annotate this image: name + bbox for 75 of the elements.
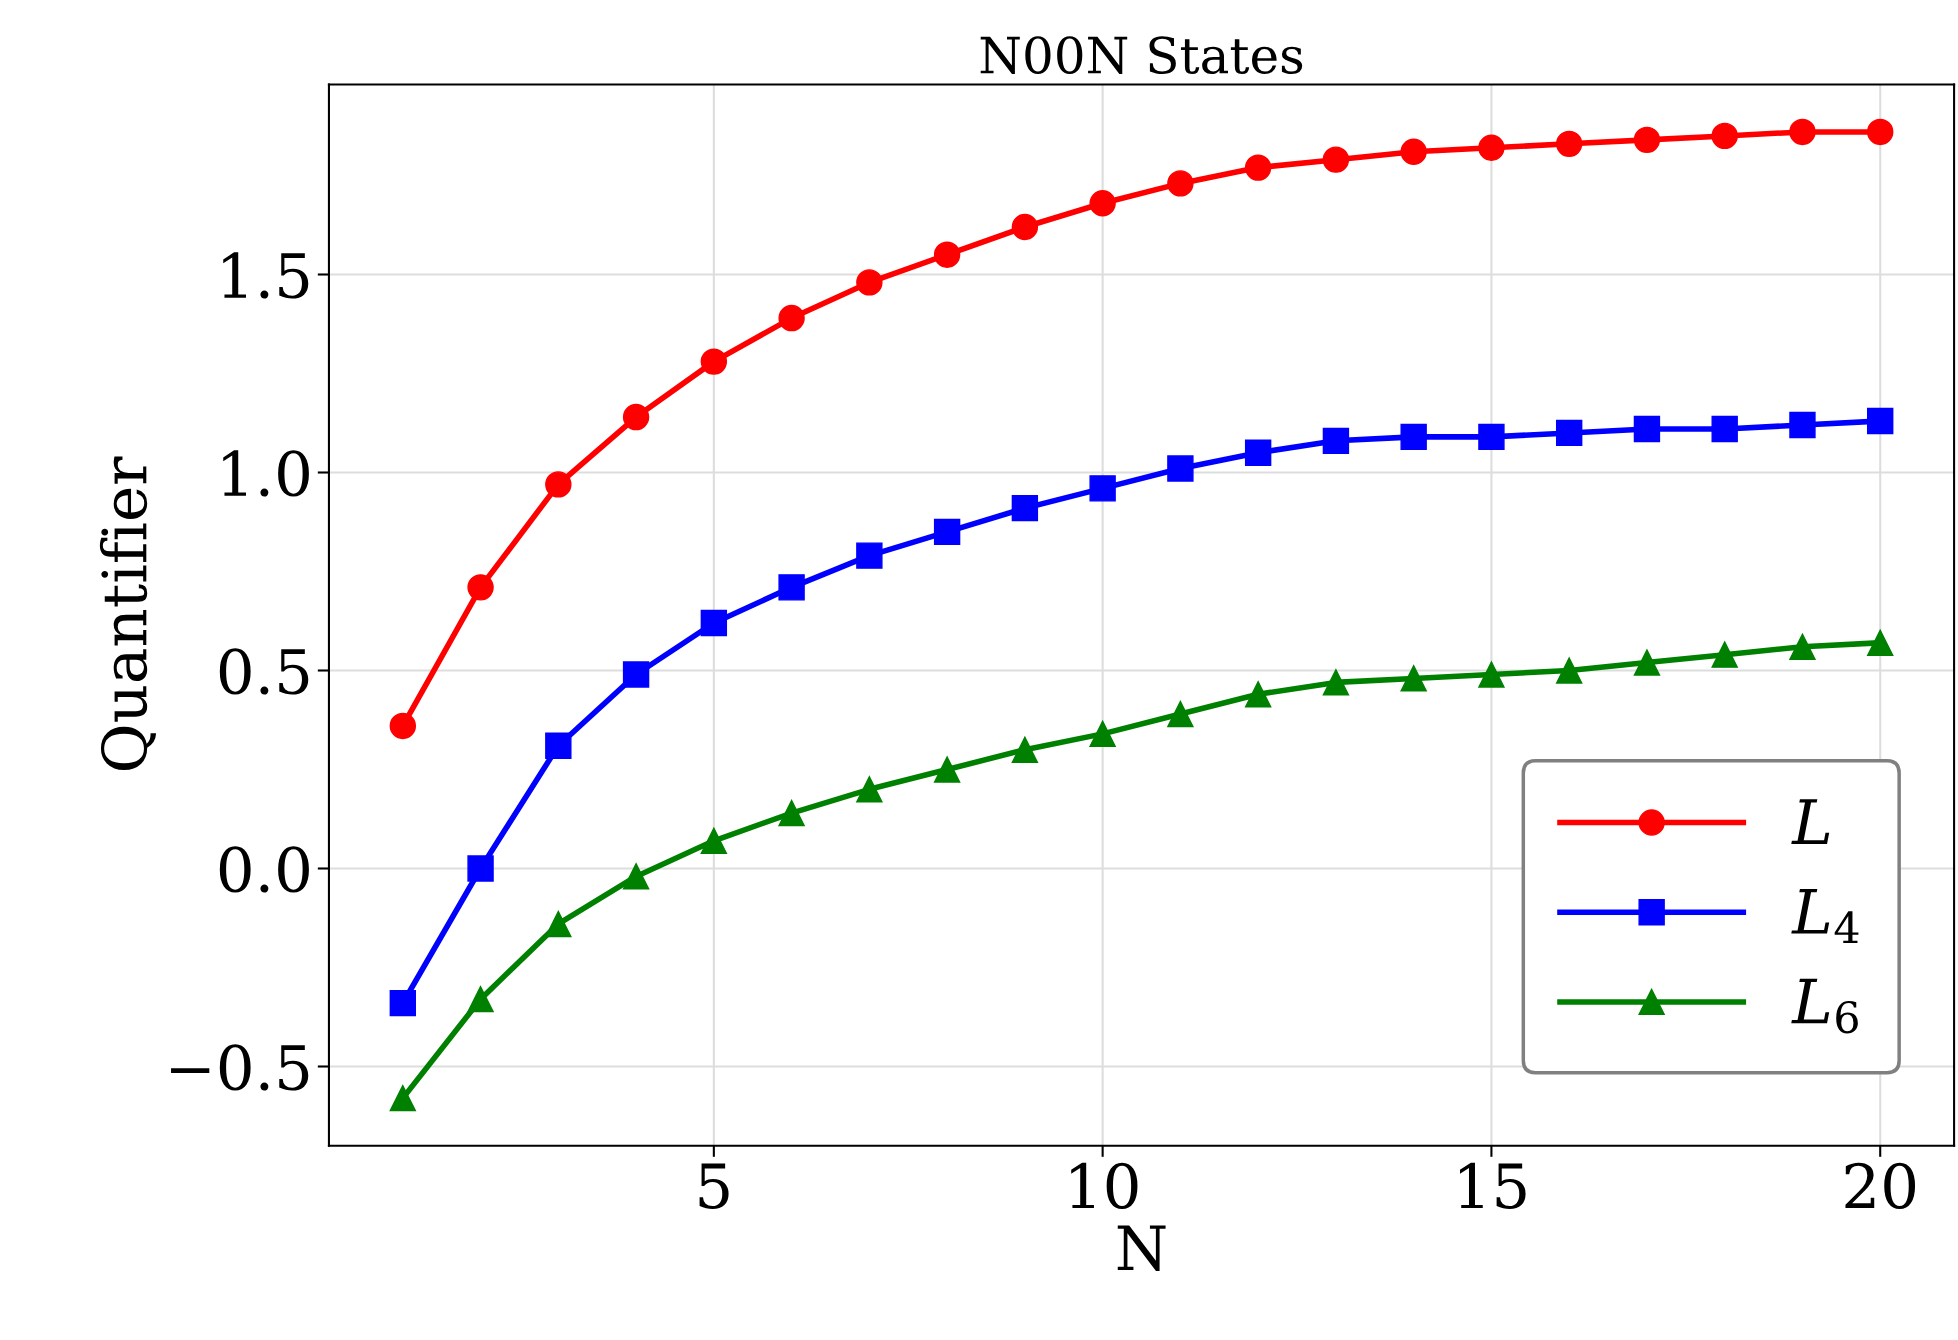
- point: [467, 855, 494, 882]
- point: [1400, 138, 1427, 165]
- point: [778, 304, 805, 332]
- point: [1322, 146, 1350, 173]
- y-axis-title: Quantifier: [99, 456, 157, 771]
- point: [856, 542, 883, 569]
- point: [1089, 475, 1116, 502]
- point: [1167, 455, 1194, 482]
- point: [1478, 661, 1505, 688]
- legend-label: L$_{4}$: [1791, 889, 1859, 944]
- point: [1633, 415, 1661, 443]
- point: [389, 989, 417, 1017]
- x-tick-label: 5: [699, 1163, 729, 1209]
- x-tick-label: 10: [1071, 1162, 1138, 1209]
- y-tick-label: −0.5: [171, 1044, 309, 1091]
- legend-label: L: [1791, 799, 1830, 844]
- point: [933, 756, 961, 783]
- point: [622, 661, 650, 688]
- point: [1633, 649, 1661, 676]
- y-tick-label: 0.5: [219, 648, 309, 695]
- x-tick-label: 20: [1845, 1162, 1916, 1209]
- point: [1555, 657, 1583, 684]
- point: [1011, 494, 1039, 522]
- point: [1478, 134, 1505, 161]
- point: [1711, 415, 1738, 443]
- point: [1555, 130, 1583, 158]
- point: [778, 574, 805, 601]
- x-tick-label: 15: [1460, 1162, 1526, 1209]
- point: [622, 863, 650, 890]
- point: [1167, 170, 1194, 197]
- point: [933, 241, 961, 268]
- point: [1711, 641, 1738, 668]
- x-axis-title: N: [1117, 1225, 1166, 1271]
- point: [1167, 700, 1194, 728]
- point: [389, 1084, 417, 1112]
- point: [933, 518, 961, 546]
- point: [1633, 126, 1661, 154]
- point: [778, 799, 805, 827]
- point: [1711, 122, 1738, 150]
- point: [1089, 720, 1116, 748]
- point: [1867, 118, 1894, 146]
- chart-title: N00N States: [980, 36, 1303, 75]
- point: [1789, 411, 1816, 439]
- point: [1789, 118, 1816, 146]
- point: [1400, 423, 1427, 451]
- point: [1011, 213, 1039, 241]
- point: [1867, 407, 1894, 435]
- point: [1555, 419, 1583, 447]
- point: [700, 609, 728, 637]
- point: [1478, 423, 1505, 451]
- point: [1244, 439, 1272, 466]
- point: [1089, 190, 1116, 217]
- point: [700, 827, 728, 854]
- y-tick-label: 1.5: [223, 252, 309, 299]
- point: [856, 269, 883, 296]
- point: [1322, 669, 1350, 696]
- point: [389, 712, 417, 740]
- point: [856, 776, 883, 803]
- legend-label: L$_{6}$: [1791, 978, 1858, 1034]
- point: [1400, 665, 1427, 692]
- point: [1867, 629, 1894, 656]
- point: [1011, 736, 1039, 763]
- point: [700, 348, 728, 375]
- point: [1244, 681, 1272, 708]
- point: [1789, 633, 1816, 660]
- point: [467, 985, 494, 1013]
- point: [1322, 427, 1350, 455]
- y-tick-label: 1.0: [223, 450, 309, 497]
- y-tick-label: 0.0: [219, 846, 309, 893]
- point: [467, 574, 494, 601]
- point: [1244, 154, 1272, 181]
- point: [545, 471, 572, 498]
- point: [545, 732, 572, 759]
- point: [622, 403, 650, 431]
- point: [545, 910, 572, 938]
